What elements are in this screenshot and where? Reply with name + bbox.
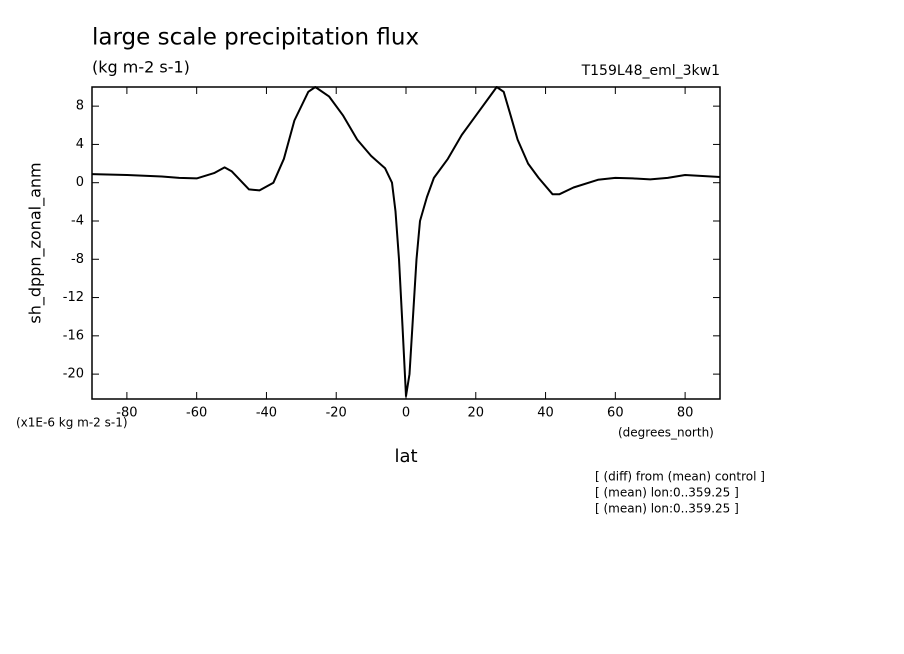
y-tick-label: -8 [71, 252, 84, 267]
x-axis-label: lat [394, 446, 417, 467]
x-tick-label: 20 [468, 406, 485, 421]
y-tick-label: 4 [76, 137, 84, 152]
x-tick-label: 40 [537, 406, 554, 421]
y-axis-label: sh_dppn_zonal_anm [26, 162, 46, 323]
data-line [91, 86, 721, 398]
x-tick-label: -40 [256, 406, 277, 421]
y-tick-label: 0 [76, 175, 84, 190]
y-tick-label: -4 [71, 213, 84, 228]
note: [ (mean) lon:0..359.25 ] [595, 502, 739, 516]
chart-title: large scale precipitation flux [92, 25, 419, 51]
x-tick-label: -80 [116, 406, 137, 421]
chart-subtitle: (kg m-2 s-1) [92, 58, 190, 77]
run-label: T159L48_eml_3kw1 [581, 63, 720, 79]
x-tick-label: -60 [186, 406, 207, 421]
x-tick-label: 60 [607, 406, 624, 421]
y-tick-label: -20 [63, 367, 84, 382]
note: [ (mean) lon:0..359.25 ] [595, 486, 739, 500]
x-tick-label: 80 [677, 406, 694, 421]
y-tick-label: -12 [63, 290, 84, 305]
x-tick-label: -20 [326, 406, 347, 421]
plot-frame [91, 86, 721, 400]
x-tick-label: 0 [402, 406, 410, 421]
y-tick-label: 8 [76, 99, 84, 114]
y-unit-label: (x1E-6 kg m-2 s-1) [16, 416, 128, 430]
x-unit-label: (degrees_north) [618, 426, 714, 440]
y-tick-label: -16 [63, 328, 84, 343]
note: [ (diff) from (mean) control ] [595, 470, 765, 484]
